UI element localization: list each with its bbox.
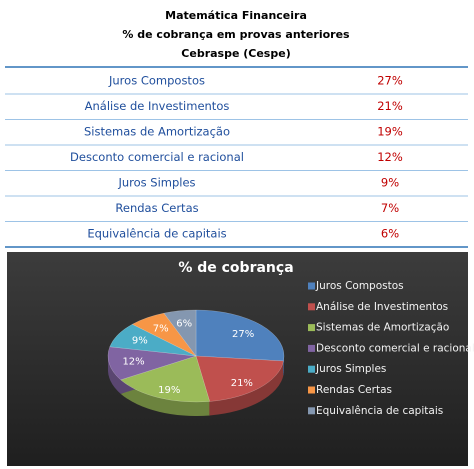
legend-swatch xyxy=(308,324,315,332)
legend-swatch xyxy=(308,303,315,311)
row-value: 7% xyxy=(381,201,399,215)
data-label: 9% xyxy=(132,336,148,347)
data-label: 7% xyxy=(153,323,169,334)
row-label: Juros Compostos xyxy=(108,74,205,88)
table: Matemática Financeira % de cobrança em pr… xyxy=(5,9,468,248)
legend-label: Sistemas de Amortização xyxy=(316,322,449,334)
legend-label: Desconto comercial e racional xyxy=(316,342,474,354)
table-header: % de cobrança em provas anteriores xyxy=(122,28,350,41)
legend-swatch xyxy=(308,282,315,290)
slice xyxy=(120,355,210,403)
table-header: Cebraspe (Cespe) xyxy=(181,47,290,60)
row-value: 19% xyxy=(377,125,403,139)
slice xyxy=(195,355,284,402)
legend-swatch xyxy=(308,386,315,394)
row-value: 9% xyxy=(381,176,399,190)
row-label: Sistemas de Amortização xyxy=(84,125,230,139)
pie: 27% 21% 19% 12% 9% 7% 6% xyxy=(107,309,285,416)
legend-swatch xyxy=(308,407,315,415)
slice xyxy=(195,309,285,362)
data-label: 27% xyxy=(232,329,254,340)
slice xyxy=(109,323,197,357)
row-value: 27% xyxy=(377,74,403,88)
data-label: 6% xyxy=(176,318,192,329)
legend-swatch xyxy=(308,365,315,373)
slice xyxy=(131,312,197,357)
row-label: Análise de Investimentos xyxy=(85,99,230,113)
legend-label: Rendas Certas xyxy=(316,384,392,396)
legend-label: Análise de Investimentos xyxy=(316,301,448,313)
slice xyxy=(163,309,197,357)
legend: Juros Compostos Análise de Investimentos S… xyxy=(308,280,474,417)
row-label: Desconto comercial e racional xyxy=(70,150,244,164)
data-label: 21% xyxy=(231,378,253,389)
row-label: Equivalência de capitais xyxy=(87,227,226,241)
table-header: Matemática Financeira xyxy=(165,9,307,22)
row-value: 21% xyxy=(377,99,403,113)
legend-swatch xyxy=(308,344,315,352)
row-label: Juros Simples xyxy=(117,176,195,190)
data-label: 12% xyxy=(122,357,144,368)
data-label: 19% xyxy=(158,385,180,396)
chart-title: % de cobrança xyxy=(178,260,293,276)
row-value: 12% xyxy=(377,150,403,164)
row-value: 6% xyxy=(381,227,399,241)
legend-label: Juros Compostos xyxy=(315,280,404,292)
legend-label: Equivalência de capitais xyxy=(316,405,443,417)
slice xyxy=(107,346,197,381)
row-label: Rendas Certas xyxy=(115,201,198,215)
legend-label: Juros Simples xyxy=(315,363,386,375)
